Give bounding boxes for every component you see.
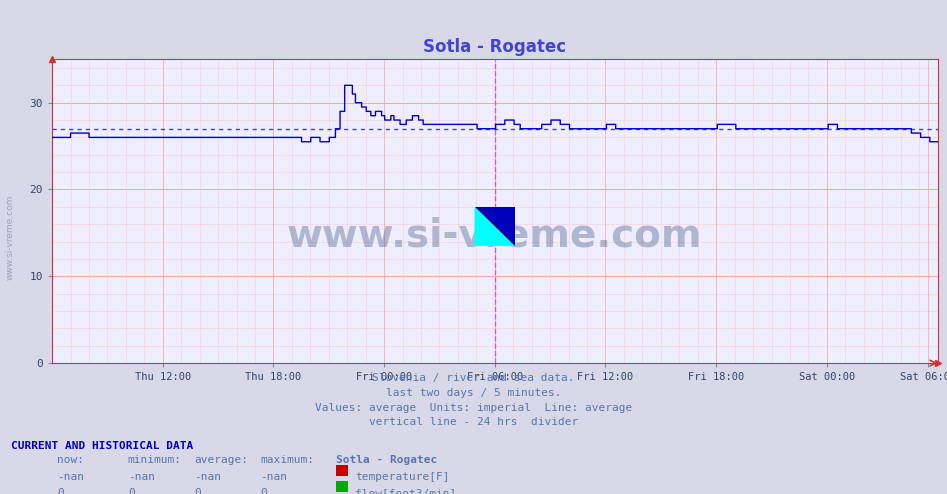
Text: 0: 0 bbox=[57, 488, 63, 494]
Polygon shape bbox=[474, 207, 515, 246]
Text: minimum:: minimum: bbox=[128, 455, 182, 465]
Text: www.si-vreme.com: www.si-vreme.com bbox=[6, 195, 15, 280]
Text: CURRENT AND HISTORICAL DATA: CURRENT AND HISTORICAL DATA bbox=[11, 441, 193, 451]
Text: 0: 0 bbox=[128, 488, 134, 494]
Text: -nan: -nan bbox=[260, 472, 288, 482]
Text: 0: 0 bbox=[260, 488, 267, 494]
Text: Slovenia / river and sea data.: Slovenia / river and sea data. bbox=[372, 373, 575, 383]
Text: 0: 0 bbox=[194, 488, 201, 494]
Polygon shape bbox=[474, 207, 515, 246]
Text: -nan: -nan bbox=[128, 472, 155, 482]
Text: vertical line - 24 hrs  divider: vertical line - 24 hrs divider bbox=[369, 417, 578, 427]
Text: temperature[F]: temperature[F] bbox=[355, 472, 450, 482]
Bar bbox=[474, 207, 515, 246]
Text: maximum:: maximum: bbox=[260, 455, 314, 465]
Text: flow[foot3/min]: flow[foot3/min] bbox=[355, 488, 456, 494]
Text: Values: average  Units: imperial  Line: average: Values: average Units: imperial Line: av… bbox=[314, 403, 633, 412]
Text: average:: average: bbox=[194, 455, 248, 465]
Text: www.si-vreme.com: www.si-vreme.com bbox=[287, 216, 703, 254]
Text: last two days / 5 minutes.: last two days / 5 minutes. bbox=[385, 388, 562, 398]
Text: Sotla - Rogatec: Sotla - Rogatec bbox=[336, 455, 438, 465]
Text: now:: now: bbox=[57, 455, 84, 465]
Text: -nan: -nan bbox=[57, 472, 84, 482]
Text: -nan: -nan bbox=[194, 472, 222, 482]
Title: Sotla - Rogatec: Sotla - Rogatec bbox=[423, 39, 566, 56]
